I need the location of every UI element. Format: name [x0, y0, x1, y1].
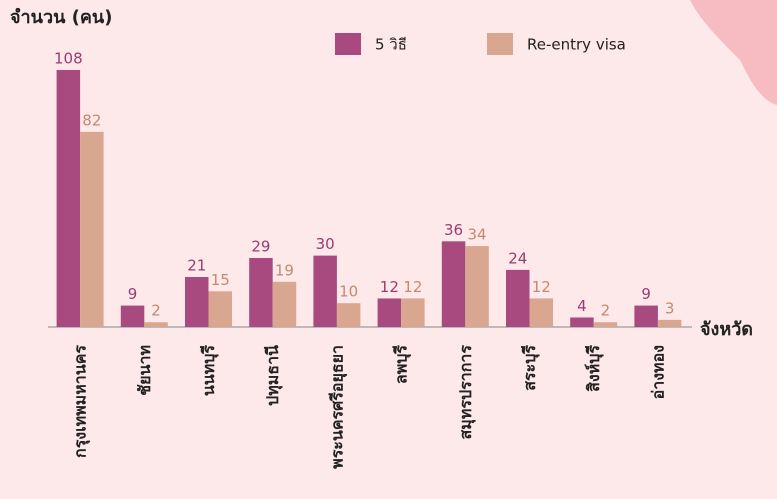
- value-label: 12: [532, 278, 551, 296]
- bar: [530, 298, 554, 327]
- value-label: 2: [601, 302, 611, 320]
- value-label: 4: [577, 297, 587, 315]
- bar: [57, 70, 81, 327]
- value-label: 2: [151, 302, 161, 320]
- value-label: 21: [187, 257, 206, 275]
- value-label: 82: [82, 111, 101, 129]
- y-axis-label: จำนวน (คน): [10, 7, 112, 28]
- x-axis-label: จังหวัด: [700, 319, 753, 340]
- value-label: 9: [128, 285, 138, 303]
- value-label: 19: [275, 261, 294, 279]
- bar: [634, 306, 658, 327]
- x-tick-label: นนทบุรี: [199, 345, 219, 397]
- value-label: 15: [211, 271, 230, 289]
- x-tick-label: สระบุรี: [520, 345, 540, 391]
- bar: [658, 320, 682, 327]
- bar: [570, 317, 594, 327]
- legend-label: 5 วิธี: [375, 36, 407, 54]
- value-label: 3: [665, 299, 675, 317]
- bar: [121, 306, 145, 327]
- x-tick-label: พระนครศรีอยุธยา: [327, 345, 347, 469]
- value-label: 34: [468, 226, 487, 244]
- value-label: 12: [380, 278, 399, 296]
- value-label: 36: [444, 221, 463, 239]
- x-tick-label: สมุทรปราการ: [456, 345, 476, 440]
- legend-label: Re-entry visa: [527, 36, 626, 54]
- bar: [378, 298, 402, 327]
- bar: [249, 258, 273, 327]
- value-label: 10: [339, 283, 358, 301]
- bar: [506, 270, 530, 327]
- bar: [442, 241, 466, 327]
- value-label: 9: [641, 285, 651, 303]
- x-tick-label: ลพบุรี: [392, 345, 412, 385]
- bar: [337, 303, 361, 327]
- x-tick-label: สิงห์บุรี: [584, 345, 604, 393]
- x-tick-label: ชัยนาท: [135, 345, 154, 396]
- legend-swatch: [487, 33, 513, 55]
- x-tick-label: อ่างทอง: [648, 345, 667, 399]
- bar: [144, 322, 168, 327]
- value-label: 24: [508, 249, 527, 267]
- value-label: 29: [251, 237, 270, 255]
- bar: [313, 256, 337, 327]
- x-tick-label: กรุงเทพมหานคร: [71, 345, 91, 458]
- legend-swatch: [335, 33, 361, 55]
- bar: [594, 322, 618, 327]
- bar: [209, 291, 233, 327]
- bar: [273, 282, 297, 327]
- value-label: 108: [54, 50, 83, 68]
- chart: จำนวน (คน) จังหวัด 5 วิธี Re-entry visa กร…: [0, 0, 777, 499]
- decoration: [690, 0, 777, 105]
- bar: [465, 246, 489, 327]
- value-label: 12: [403, 278, 422, 296]
- x-tick-label: ปทุมธานี: [263, 345, 283, 406]
- value-label: 30: [316, 235, 335, 253]
- bar: [185, 277, 209, 327]
- bar: [401, 298, 425, 327]
- bar: [80, 132, 104, 327]
